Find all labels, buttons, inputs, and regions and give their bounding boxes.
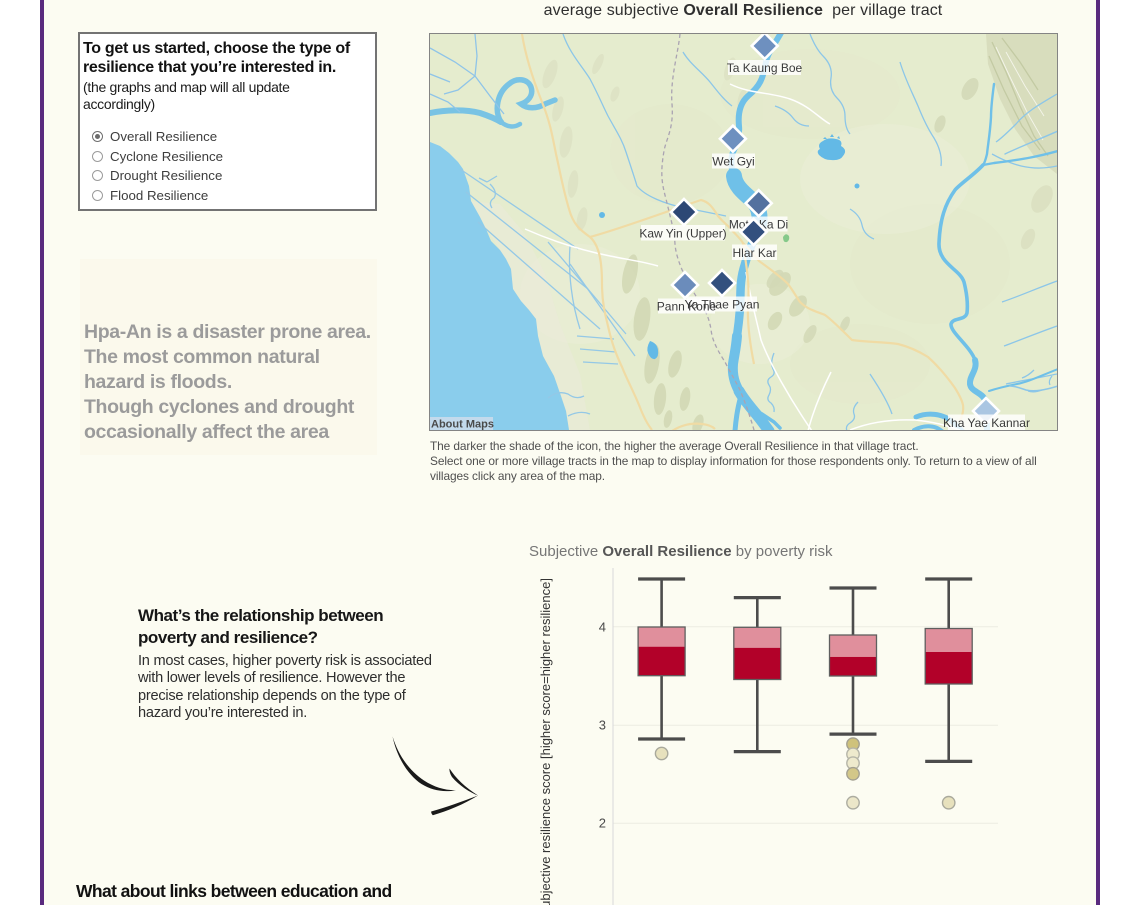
svg-text:3: 3 (599, 718, 606, 733)
svg-text:Ya Thae Pyan: Ya Thae Pyan (685, 298, 760, 312)
svg-text:Pann Kone: Pann Kone (657, 300, 717, 314)
svg-text:2: 2 (599, 816, 606, 831)
svg-text:Ta Kaung Boe: Ta Kaung Boe (727, 61, 803, 75)
svg-text:Subjective Overall Resilience: Subjective Overall Resilience by poverty… (529, 543, 833, 560)
svg-text:Kaw Yin (Upper): Kaw Yin (Upper) (639, 226, 726, 240)
svg-text:4: 4 (599, 619, 606, 634)
svg-text:Hlar Kar: Hlar Kar (732, 246, 776, 260)
svg-text:subjective resilience score [h: subjective resilience score [higher scor… (538, 578, 553, 905)
svg-text:Wet Gyi: Wet Gyi (712, 155, 754, 169)
svg-text:About Maps: About Maps (431, 419, 494, 431)
svg-text:Kha Yae Kannar: Kha Yae Kannar (943, 416, 1030, 430)
